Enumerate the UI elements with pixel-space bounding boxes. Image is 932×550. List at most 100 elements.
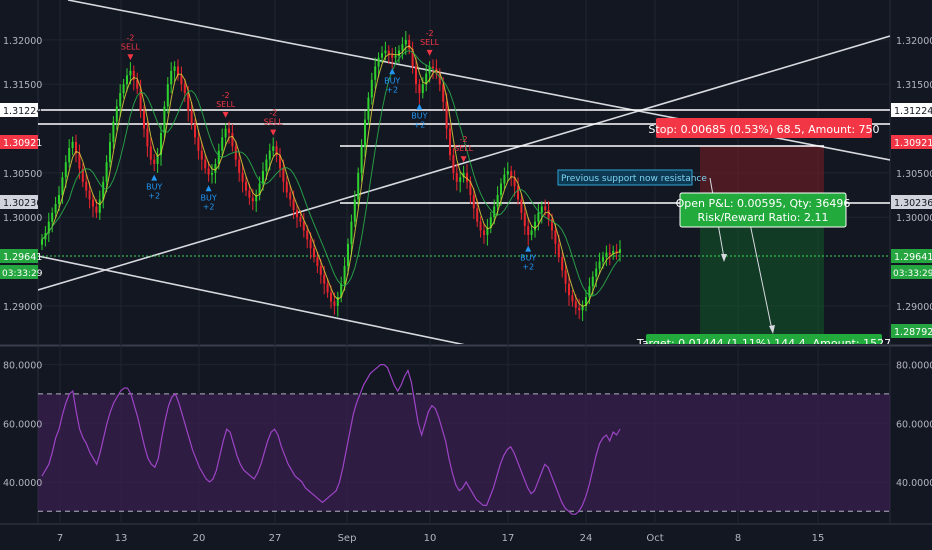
candle-body <box>102 181 105 200</box>
annotation-box[interactable] <box>557 169 693 186</box>
candle-body <box>503 174 506 184</box>
candle-body <box>499 183 503 196</box>
candle-body <box>387 50 390 55</box>
candle-body <box>238 159 241 173</box>
candle-body <box>533 221 537 231</box>
candle-body <box>567 283 571 296</box>
candle-body <box>153 159 156 165</box>
target-label: Target: 0.01444 (1.11%) 144.4, Amount: 1… <box>636 337 891 350</box>
buy-qty-label: +2 <box>414 121 426 130</box>
sell-arrow-icon <box>127 54 134 61</box>
rsi-tick-label: 80.0000 <box>896 361 932 372</box>
buy-label: BUY <box>384 76 400 85</box>
candle-body <box>550 218 554 231</box>
candle-body <box>561 257 564 271</box>
candle-body <box>564 270 567 284</box>
candle-body <box>445 101 448 129</box>
time-tick-label: 15 <box>812 533 825 544</box>
candle-body <box>448 128 452 156</box>
candle-body <box>513 177 516 187</box>
price-tick-label: 1.29000 <box>3 302 42 313</box>
candle-body <box>612 250 615 255</box>
candle-body <box>64 162 67 178</box>
candle-body <box>584 297 588 306</box>
candle-body <box>571 295 574 302</box>
buy-qty-label: +2 <box>148 192 160 201</box>
candle-body <box>326 283 329 293</box>
candle-body <box>578 307 581 311</box>
sell-qty-label: -2 <box>460 135 468 144</box>
tag-current-right <box>891 249 932 263</box>
sell-label: SELL <box>121 42 141 51</box>
pnl-label-box[interactable] <box>679 192 847 228</box>
candle-body <box>68 148 71 163</box>
candle-body <box>482 230 486 235</box>
price-tick-label: 1.31500 <box>896 80 932 91</box>
candle-body <box>544 206 547 211</box>
candle-body <box>146 128 149 147</box>
candle-body <box>214 164 217 173</box>
tag-level-2-left <box>0 135 38 149</box>
annotation-text: Previous support now resistance <box>561 174 707 184</box>
price-tick-label: 1.32000 <box>896 36 932 47</box>
candle-body <box>170 70 173 85</box>
buy-arrow-icon <box>525 245 532 252</box>
candle-body <box>323 274 326 284</box>
time-tick-label: 17 <box>502 533 515 544</box>
candle-body <box>57 195 61 204</box>
candle-body <box>295 210 299 218</box>
candle-body <box>496 195 499 207</box>
candle-body <box>292 199 295 211</box>
candle-body <box>299 217 302 222</box>
stop-label-box[interactable] <box>656 118 872 138</box>
candle-body <box>493 206 496 218</box>
time-axis: 7 13 20 27 Sep 10 17 24 Oct 8 15 <box>57 533 825 544</box>
candle-body <box>472 195 475 209</box>
candle-body <box>554 230 557 244</box>
candle-body <box>316 257 319 266</box>
candle-body <box>346 243 350 266</box>
candle-body <box>180 75 183 85</box>
candle-body <box>61 177 64 196</box>
candle-body <box>384 50 387 54</box>
candle-body <box>357 172 360 200</box>
candle-body <box>88 190 91 200</box>
candle-body <box>285 181 288 193</box>
tag-target-right <box>891 324 932 338</box>
candle-body <box>377 57 380 67</box>
buy-arrow-icon <box>389 68 396 75</box>
rsi-tick-label: 60.0000 <box>3 419 42 430</box>
rsi-axis: 80.0000 80.0000 60.0000 60.0000 40.0000 40.00… <box>3 361 932 489</box>
candle-body <box>394 55 397 58</box>
candlestick-series <box>40 31 622 321</box>
candle-body <box>78 153 81 169</box>
candle-body <box>340 283 343 298</box>
candle-body <box>142 110 146 129</box>
candle-body <box>350 221 353 244</box>
price-tags-left: 1.31224 1.30921 1.30236 1.29641 03:33:29 <box>0 103 43 279</box>
candle-body <box>85 181 88 191</box>
sell-qty-label: -2 <box>126 33 134 42</box>
candle-body <box>380 53 384 58</box>
sell-qty-label: -2 <box>269 109 277 118</box>
candle-body <box>459 177 462 182</box>
price-tick-label: 1.30500 <box>3 169 42 180</box>
candle-body <box>455 172 458 182</box>
candle-body <box>272 146 275 151</box>
ma-slow-line <box>41 50 621 297</box>
tag-level-1-left <box>0 103 38 117</box>
candle-body <box>601 257 605 262</box>
candle-body <box>363 119 367 147</box>
candle-body <box>489 217 492 228</box>
sell-arrow-icon <box>222 111 229 118</box>
target-label-box[interactable] <box>646 334 882 352</box>
candle-body <box>125 75 129 85</box>
candle-body <box>268 150 271 160</box>
time-tick-label: 7 <box>57 533 63 544</box>
candle-body <box>54 203 57 213</box>
candle-body <box>605 252 608 258</box>
candle-body <box>98 199 101 213</box>
candle-body <box>367 97 370 120</box>
candle-body <box>588 286 591 298</box>
